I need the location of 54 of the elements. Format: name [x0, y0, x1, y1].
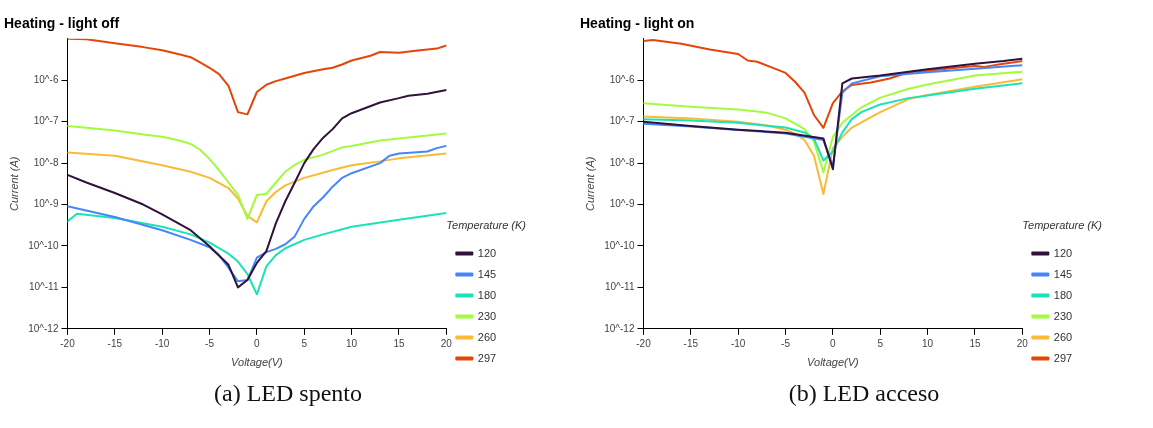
y-tick-label: 10^-9: [609, 198, 635, 210]
legend-label: 297: [1053, 351, 1073, 364]
legend-label: 180: [1053, 288, 1073, 301]
y-tick-label: 10^-10: [604, 239, 635, 251]
y-tick-label: 10^-8: [609, 156, 635, 168]
y-axis-title: Current (A): [7, 156, 20, 211]
x-tick-label: -15: [107, 337, 123, 349]
legend-label: 180: [477, 288, 497, 301]
text: (b) LED acceso: [787, 380, 941, 407]
x-tick-label: -20: [60, 337, 76, 349]
y-tick-label: 10^-12: [28, 322, 59, 334]
x-tick-label: 5: [301, 337, 308, 349]
y-tick-label: 10^-12: [604, 322, 635, 334]
legend-label: 145: [1053, 267, 1073, 280]
legend-label: 230: [477, 309, 497, 322]
x-tick-label: -10: [154, 337, 170, 349]
legend-label: 297: [477, 351, 497, 364]
x-tick-label: -15: [683, 337, 699, 349]
x-axis-title: Voltage(V): [231, 356, 284, 369]
legend-label: 120: [477, 246, 497, 259]
y-tick-label: 10^-9: [33, 198, 59, 210]
x-tick-label: 0: [830, 337, 837, 349]
legend-title: Temperature (K): [1022, 219, 1103, 232]
y-tick-label: 10^-11: [28, 281, 59, 293]
x-tick-label: 20: [1016, 337, 1029, 349]
y-axis-title: Current (A): [583, 156, 596, 211]
legend-label: 260: [1053, 330, 1073, 343]
text: (a) LED spento: [213, 380, 363, 407]
x-tick-label: 15: [969, 337, 981, 349]
legend-title: Temperature (K): [446, 219, 527, 232]
x-tick-label: 15: [393, 337, 405, 349]
y-tick-label: 10^-7: [33, 115, 59, 127]
y-tick-label: 10^-6: [609, 73, 635, 85]
y-tick-label: 10^-6: [33, 73, 59, 85]
x-tick-label: 0: [254, 337, 261, 349]
y-tick-label: 10^-10: [28, 239, 59, 251]
y-tick-label: 10^-11: [604, 281, 635, 293]
y-tick-label: 10^-7: [609, 115, 635, 127]
x-axis-title: Voltage(V): [807, 356, 860, 369]
x-tick-label: 20: [440, 337, 453, 349]
legend-label: 260: [477, 330, 497, 343]
y-tick-label: 10^-8: [33, 156, 59, 168]
x-tick-label: -5: [781, 337, 791, 349]
x-tick-label: 10: [922, 337, 934, 349]
chart-title: Heating - light off: [4, 15, 120, 32]
x-tick-label: -5: [205, 337, 215, 349]
x-tick-label: 10: [346, 337, 358, 349]
legend-label: 145: [477, 267, 497, 280]
legend-label: 230: [1053, 309, 1073, 322]
x-tick-label: -20: [636, 337, 652, 349]
legend-label: 120: [1053, 246, 1073, 259]
chart-title: Heating - light on: [580, 15, 695, 32]
x-tick-label: -10: [730, 337, 746, 349]
x-tick-label: 5: [877, 337, 884, 349]
